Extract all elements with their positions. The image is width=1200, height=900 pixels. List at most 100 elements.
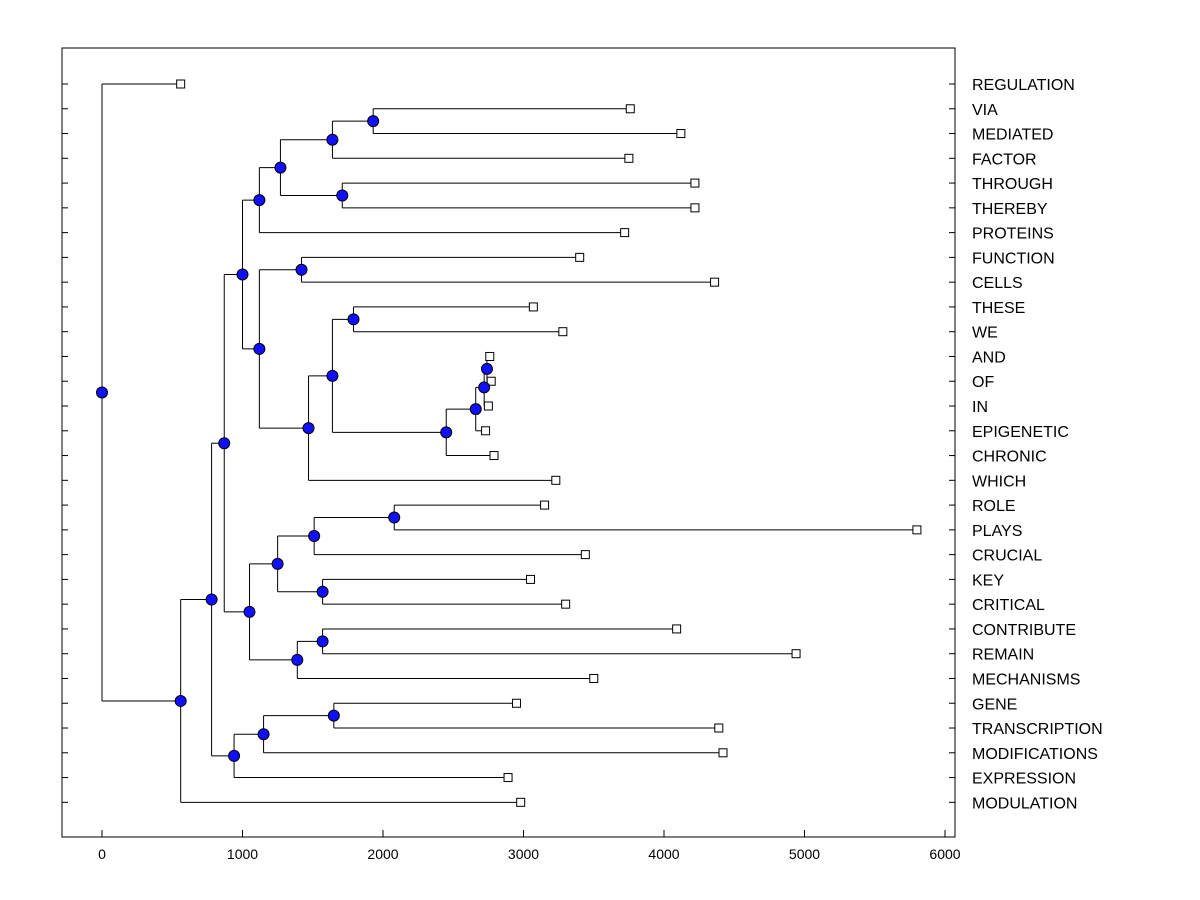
- merge-node: [316, 635, 329, 648]
- merge-node: [316, 585, 329, 598]
- merge-nodes: [96, 115, 493, 762]
- leaf-label: GENE: [972, 696, 1017, 713]
- merge-node: [257, 728, 270, 741]
- merge-node: [291, 653, 304, 666]
- leaf-marker: [551, 475, 561, 485]
- axis-ticks: [62, 83, 955, 837]
- leaf-label: MECHANISMS: [972, 671, 1080, 688]
- leaf-label: MODIFICATIONS: [972, 746, 1098, 763]
- merge-node: [469, 403, 482, 416]
- leaf-marker: [489, 451, 499, 461]
- x-tick-label: 1000: [227, 846, 258, 862]
- leaf-marker: [690, 178, 700, 188]
- merge-node: [236, 268, 249, 281]
- leaf-label: THROUGH: [972, 176, 1053, 193]
- merge-node: [271, 557, 284, 570]
- merge-node: [253, 194, 266, 207]
- x-tick-label: 5000: [789, 846, 820, 862]
- plot-frame: [61, 47, 956, 838]
- leaf-marker: [580, 550, 590, 560]
- leaf-label: EXPRESSION: [972, 771, 1076, 788]
- leaf-marker: [481, 426, 491, 436]
- leaf-label: CELLS: [972, 275, 1023, 292]
- merge-node: [388, 511, 401, 524]
- leaf-label: FACTOR: [972, 151, 1037, 168]
- leaf-label: CRITICAL: [972, 597, 1045, 614]
- merge-node: [480, 362, 493, 375]
- merge-node: [326, 133, 339, 146]
- leaf-label: EPIGENETIC: [972, 424, 1069, 441]
- merge-node: [205, 593, 218, 606]
- leaf-marker: [176, 79, 186, 89]
- x-tick-label: 2000: [367, 846, 398, 862]
- leaf-label: MODULATION: [972, 795, 1077, 812]
- merge-node: [367, 115, 380, 128]
- merge-node: [228, 749, 241, 762]
- merge-node: [295, 263, 308, 276]
- leaf-marker: [558, 327, 568, 337]
- leaf-marker: [624, 153, 634, 163]
- leaf-marker: [540, 500, 550, 510]
- leaf-marker: [672, 624, 682, 634]
- leaf-label: KEY: [972, 572, 1004, 589]
- leaf-marker: [714, 723, 724, 733]
- leaf-label: VIA: [972, 102, 998, 119]
- leaf-label: CONTRIBUTE: [972, 622, 1076, 639]
- leaf-label: THEREBY: [972, 201, 1048, 218]
- merge-node: [440, 426, 453, 439]
- leaf-label: MEDIATED: [972, 127, 1053, 144]
- merge-node: [274, 161, 287, 174]
- merge-node: [347, 313, 360, 326]
- leaf-label: FUNCTION: [972, 250, 1055, 267]
- leaf-labels: REGULATION VIA MEDIATED FACTOR THROUGH THEREB…: [972, 77, 1103, 812]
- x-tick-label: 3000: [508, 846, 539, 862]
- leaf-marker: [561, 599, 571, 609]
- leaf-marker: [620, 228, 630, 238]
- leaf-label: OF: [972, 374, 994, 391]
- leaf-markers: [176, 79, 922, 807]
- leaf-marker: [676, 129, 686, 139]
- leaf-label: AND: [972, 349, 1006, 366]
- leaf-marker: [516, 797, 526, 807]
- merge-node: [302, 422, 315, 435]
- leaf-label: TRANSCRIPTION: [972, 721, 1103, 738]
- leaf-marker: [486, 376, 496, 386]
- leaf-marker: [528, 302, 538, 312]
- x-tick-label: 6000: [929, 846, 960, 862]
- merge-node: [253, 342, 266, 355]
- merge-node: [174, 694, 187, 707]
- leaf-label: WE: [972, 325, 998, 342]
- leaf-label: CRUCIAL: [972, 548, 1042, 565]
- leaf-marker: [690, 203, 700, 213]
- merge-node: [308, 530, 321, 543]
- x-tick-label: 0: [98, 846, 106, 862]
- leaf-label: WHICH: [972, 473, 1026, 490]
- merge-node: [243, 605, 256, 618]
- leaf-marker: [575, 252, 585, 262]
- merge-node: [326, 369, 339, 382]
- merge-node: [336, 189, 349, 202]
- merge-node: [96, 386, 108, 399]
- leaf-marker: [625, 104, 635, 114]
- leaf-marker: [791, 649, 801, 659]
- leaf-marker: [718, 748, 728, 758]
- leaf-marker: [503, 773, 513, 783]
- leaf-label: THESE: [972, 300, 1025, 317]
- leaf-marker: [710, 277, 720, 287]
- x-tick-label: 4000: [648, 846, 679, 862]
- x-tick-labels: 0 1000 2000 3000 4000 5000 6000: [98, 846, 961, 862]
- merge-node: [478, 381, 491, 394]
- leaf-marker: [526, 574, 536, 584]
- leaf-label: PLAYS: [972, 523, 1022, 540]
- leaf-label: ROLE: [972, 498, 1016, 515]
- leaf-label: IN: [972, 399, 988, 416]
- leaf-label: REMAIN: [972, 647, 1034, 664]
- merge-node: [327, 709, 340, 722]
- merge-node: [218, 437, 231, 450]
- leaf-label: PROTEINS: [972, 226, 1054, 243]
- leaf-marker: [589, 673, 599, 683]
- leaf-label: REGULATION: [972, 77, 1075, 94]
- leaf-marker: [485, 351, 495, 361]
- leaf-marker: [912, 525, 922, 535]
